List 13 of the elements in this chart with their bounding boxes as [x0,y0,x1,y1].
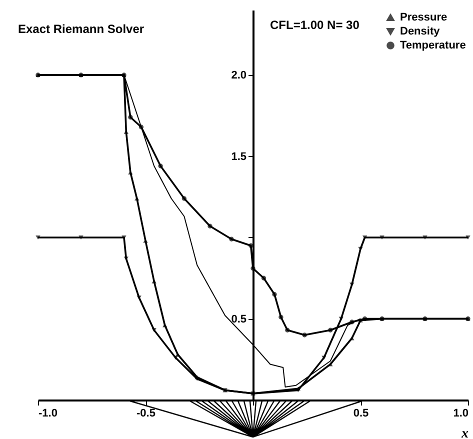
y-tick-label: 0.5 [231,313,246,326]
x-tick-label: -0.5 [136,408,156,420]
x-tick-label: -1.0 [38,408,58,420]
y-tick-label: 1.5 [231,150,246,163]
legend-label: Pressure [400,12,448,24]
y-tick-label: 2.0 [231,70,246,82]
x-tick-label: 1.0 [453,408,468,420]
x-axis-title: x [460,426,468,439]
x-tick-label: 0.5 [353,408,369,420]
legend-label: Temperature [400,40,466,52]
text: Exact Riemann Solver [18,22,144,36]
legend-label: Density [400,26,441,38]
annotation: CFL=1.00 N= 30 [270,18,360,32]
